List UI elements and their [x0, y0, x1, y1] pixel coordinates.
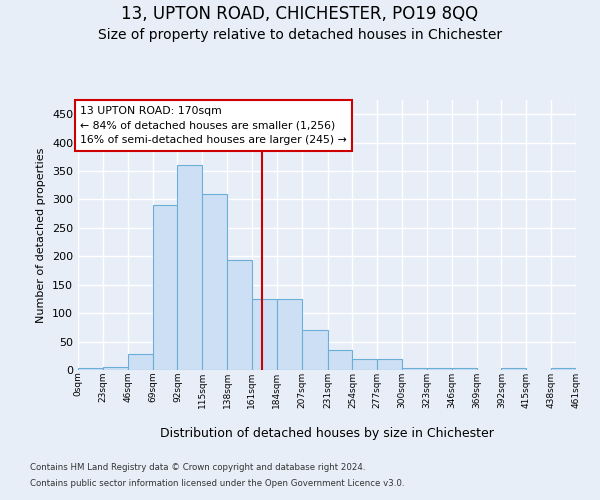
Bar — [227, 260, 252, 370]
Bar — [178, 166, 202, 370]
Text: Distribution of detached houses by size in Chichester: Distribution of detached houses by size … — [160, 428, 494, 440]
Bar — [402, 368, 427, 370]
Bar — [328, 350, 352, 370]
Bar — [302, 330, 328, 370]
Bar — [551, 368, 576, 370]
Bar — [202, 194, 227, 370]
Bar — [252, 299, 277, 370]
Bar — [78, 368, 103, 370]
Bar — [427, 368, 452, 370]
Text: Contains HM Land Registry data © Crown copyright and database right 2024.: Contains HM Land Registry data © Crown c… — [30, 464, 365, 472]
Bar — [103, 367, 128, 370]
Bar — [502, 368, 526, 370]
Bar — [352, 358, 377, 370]
Bar — [277, 299, 302, 370]
Text: Size of property relative to detached houses in Chichester: Size of property relative to detached ho… — [98, 28, 502, 42]
Text: 13 UPTON ROAD: 170sqm
← 84% of detached houses are smaller (1,256)
16% of semi-d: 13 UPTON ROAD: 170sqm ← 84% of detached … — [80, 106, 347, 146]
Bar — [377, 358, 402, 370]
Text: 13, UPTON ROAD, CHICHESTER, PO19 8QQ: 13, UPTON ROAD, CHICHESTER, PO19 8QQ — [121, 5, 479, 23]
Text: Contains public sector information licensed under the Open Government Licence v3: Contains public sector information licen… — [30, 478, 404, 488]
Y-axis label: Number of detached properties: Number of detached properties — [37, 148, 46, 322]
Bar — [128, 354, 152, 370]
Bar — [452, 368, 476, 370]
Bar — [152, 205, 178, 370]
